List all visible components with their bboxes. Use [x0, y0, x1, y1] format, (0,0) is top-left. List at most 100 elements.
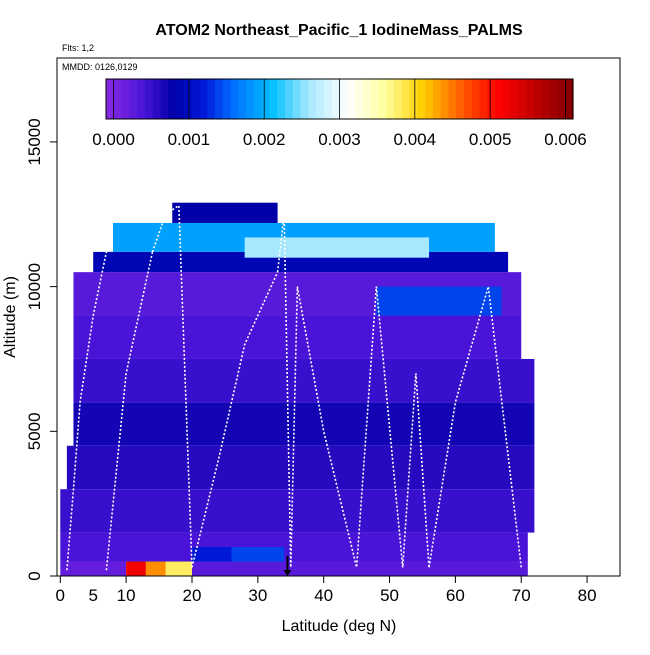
- flight-track: [428, 286, 523, 568]
- heatmap-cell: [145, 561, 166, 576]
- flight-track: [66, 251, 108, 571]
- x-tick-label: 70: [512, 586, 531, 605]
- colorbar-segment: [417, 79, 426, 119]
- colorbar-segment: [144, 79, 154, 119]
- colorbar-segment: [401, 79, 411, 119]
- colorbar-segment: [230, 79, 239, 119]
- x-axis: 0 5 10 20 30 40 50 60 70 80: [56, 576, 597, 605]
- heatmap: [60, 202, 535, 576]
- colorbar-segment: [277, 79, 286, 119]
- colorbar-segment: [479, 79, 488, 119]
- flight-track: [296, 286, 378, 568]
- colorbar-segment: [565, 79, 574, 119]
- colorbar-segment: [300, 79, 309, 119]
- colorbar-segment: [386, 79, 395, 119]
- heatmap-cell: [376, 286, 502, 316]
- colorbar-segment: [222, 79, 232, 119]
- colorbar-segment: [549, 79, 559, 119]
- colorbar-segment: [448, 79, 457, 119]
- colorbar-segment: [316, 79, 325, 119]
- y-tick-label: 0: [25, 571, 44, 580]
- y-axis-label: Altitude (m): [2, 276, 19, 358]
- colorbar-segment: [518, 79, 527, 119]
- y-tick-label: 10000: [25, 263, 44, 310]
- flight-track: [191, 271, 279, 568]
- colorbar-segment: [487, 79, 496, 119]
- heatmap-cell: [73, 358, 535, 403]
- colorbar-segment: [526, 79, 535, 119]
- y-tick-label: 15000: [25, 118, 44, 165]
- colorbar-segment: [510, 79, 520, 119]
- flight-tracks: [66, 204, 523, 576]
- heatmap-cell: [231, 547, 285, 562]
- heatmap-cell: [165, 561, 192, 576]
- colorbar-segment: [106, 79, 115, 119]
- x-tick-label: 0: [56, 586, 65, 605]
- y-axis: 0 5000 10000 15000: [25, 118, 57, 581]
- colorbar-segment: [199, 79, 208, 119]
- colorbar-segment: [292, 79, 302, 119]
- heatmap-cell: [126, 561, 146, 576]
- colorbar-segment: [464, 79, 473, 119]
- colorbar-segment: [362, 79, 372, 119]
- colorbar-segment: [425, 79, 434, 119]
- colorbar-tick-label: 0.002: [243, 130, 286, 149]
- heatmap-cell: [60, 560, 67, 569]
- x-tick-label: 5: [88, 586, 97, 605]
- heatmap-cell: [66, 445, 535, 490]
- heatmap-cell: [60, 489, 535, 533]
- flight-track: [151, 204, 193, 568]
- flights-note: Flts: 1,2: [62, 43, 94, 53]
- colorbar-segment: [269, 79, 278, 119]
- colorbar-tick-label: 0.005: [469, 130, 512, 149]
- colorbar-segment: [246, 79, 255, 119]
- colorbar-segment: [323, 79, 333, 119]
- chart-title: ATOM2 Northeast_Pacific_1 IodineMass_PAL…: [155, 22, 523, 39]
- x-tick-label: 20: [183, 586, 202, 605]
- colorbar-tick-label: 0.006: [544, 130, 587, 149]
- x-axis-label: Latitude (deg N): [282, 618, 397, 635]
- colorbar-segment: [308, 79, 317, 119]
- colorbar-segment: [160, 79, 169, 119]
- colorbar-segment: [432, 79, 442, 119]
- x-tick-label: 40: [314, 586, 333, 605]
- dates-note: MMDD: 0126,0129: [62, 62, 138, 72]
- colorbar-segment: [168, 79, 177, 119]
- plot-frame: [56, 57, 621, 577]
- colorbar-segment: [121, 79, 130, 119]
- heatmap-cell: [73, 402, 535, 446]
- colorbar-segment: [137, 79, 146, 119]
- colorbar: 0.000 0.001 0.002 0.003 0.004 0.005 0.006: [92, 78, 587, 149]
- colorbar-segment: [207, 79, 216, 119]
- colorbar-segment: [339, 79, 348, 119]
- heatmap-cell: [244, 237, 430, 258]
- colorbar-segment: [409, 79, 418, 119]
- x-tick-label: 80: [578, 586, 597, 605]
- heatmap-cell: [191, 547, 232, 562]
- colorbar-segment: [456, 79, 465, 119]
- heatmap-cell: [191, 561, 528, 576]
- y-tick-label: 5000: [25, 412, 44, 450]
- colorbar-segment: [261, 79, 271, 119]
- colorbar-segment: [393, 79, 403, 119]
- x-tick-label: 30: [248, 586, 267, 605]
- colorbar-tick-label: 0.003: [318, 130, 361, 149]
- colorbar-segment: [331, 79, 341, 119]
- colorbar-segment: [129, 79, 138, 119]
- heatmap-cell: [60, 532, 528, 562]
- heatmap-cell: [60, 561, 127, 576]
- colorbar-tick-label: 0.001: [168, 130, 211, 149]
- colorbar-segment: [347, 79, 356, 119]
- colorbar-segment: [253, 79, 263, 119]
- colorbar-tick-label: 0.000: [92, 130, 135, 149]
- flight-track: [375, 286, 430, 568]
- colorbar-segment: [214, 79, 224, 119]
- colorbar-segment: [495, 79, 504, 119]
- x-tick-label: 10: [117, 586, 136, 605]
- colorbar-segment: [534, 79, 543, 119]
- colorbar-segment: [502, 79, 512, 119]
- colorbar-segment: [471, 79, 481, 119]
- flight-track: [105, 251, 154, 571]
- heatmap-cell: [172, 202, 278, 223]
